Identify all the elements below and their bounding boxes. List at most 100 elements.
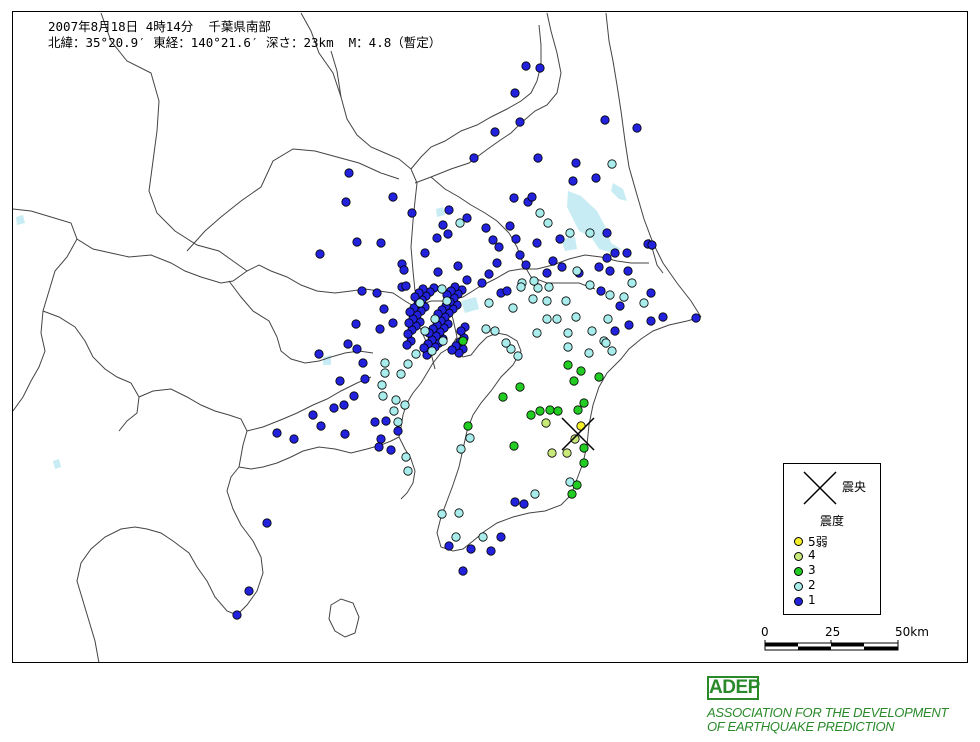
station-intensity-2 bbox=[513, 351, 523, 361]
station-intensity-2 bbox=[415, 298, 425, 308]
station-intensity-1 bbox=[623, 266, 633, 276]
station-intensity-2 bbox=[451, 532, 461, 542]
station-intensity-3 bbox=[498, 392, 508, 402]
station-intensity-2 bbox=[639, 298, 649, 308]
legend: 震央 震度 5弱 4 3 2 1 bbox=[783, 463, 881, 615]
station-intensity-3 bbox=[576, 366, 586, 376]
station-intensity-1 bbox=[404, 318, 414, 328]
station-intensity-1 bbox=[658, 312, 668, 322]
station-intensity-1 bbox=[344, 168, 354, 178]
station-intensity-1 bbox=[444, 541, 454, 551]
station-intensity-1 bbox=[602, 253, 612, 263]
station-intensity-2 bbox=[585, 280, 595, 290]
legend-dot-2 bbox=[794, 582, 803, 591]
epicenter-legend-label: 震央 bbox=[842, 480, 867, 494]
station-intensity-2 bbox=[587, 326, 597, 336]
station-intensity-1 bbox=[542, 268, 552, 278]
station-intensity-1 bbox=[548, 256, 558, 266]
station-intensity-2 bbox=[572, 266, 582, 276]
station-intensity-2 bbox=[427, 346, 437, 356]
station-intensity-1 bbox=[388, 192, 398, 202]
station-intensity-3 bbox=[545, 405, 555, 415]
station-intensity-2 bbox=[533, 283, 543, 293]
legend-dot-4 bbox=[794, 552, 803, 561]
station-intensity-1 bbox=[447, 345, 457, 355]
header-line-1: 2007年8月18日 4時14分 千葉県南部 bbox=[48, 19, 271, 34]
station-intensity-1 bbox=[555, 234, 565, 244]
station-intensity-2 bbox=[516, 282, 526, 292]
station-intensity-1 bbox=[511, 234, 521, 244]
adep-name-line-2: OF EARTHQUAKE PREDICTION bbox=[707, 719, 895, 734]
station-intensity-1 bbox=[341, 197, 351, 207]
station-intensity-2 bbox=[535, 208, 545, 218]
map-canvas bbox=[13, 12, 702, 662]
station-intensity-1 bbox=[315, 249, 325, 259]
station-intensity-1 bbox=[646, 316, 656, 326]
station-intensity-1 bbox=[357, 286, 367, 296]
station-intensity-1 bbox=[420, 248, 430, 258]
station-intensity-3 bbox=[535, 406, 545, 416]
station-intensity-3 bbox=[563, 360, 573, 370]
station-intensity-2 bbox=[455, 218, 465, 228]
station-intensity-1 bbox=[379, 304, 389, 314]
station-intensity-2 bbox=[508, 303, 518, 313]
station-intensity-1 bbox=[469, 153, 479, 163]
legend-dot-1 bbox=[794, 597, 803, 606]
station-intensity-3 bbox=[569, 376, 579, 386]
station-intensity-1 bbox=[610, 326, 620, 336]
station-intensity-1 bbox=[521, 260, 531, 270]
station-intensity-1 bbox=[316, 421, 326, 431]
station-intensity-1 bbox=[314, 349, 324, 359]
station-intensity-1 bbox=[568, 176, 578, 186]
station-intensity-1 bbox=[492, 258, 502, 268]
scale-label-50: 50km bbox=[895, 625, 929, 639]
station-intensity-1 bbox=[510, 497, 520, 507]
station-intensity-1 bbox=[466, 544, 476, 554]
station-intensity-1 bbox=[484, 269, 494, 279]
station-intensity-1 bbox=[375, 324, 385, 334]
intensity-legend-title: 震度 bbox=[820, 514, 845, 528]
station-intensity-1 bbox=[351, 319, 361, 329]
coastlines bbox=[13, 12, 702, 662]
station-intensity-1 bbox=[339, 400, 349, 410]
station-intensity-1 bbox=[502, 286, 512, 296]
station-intensity-1 bbox=[521, 61, 531, 71]
station-intensity-2 bbox=[400, 400, 410, 410]
station-intensity-1 bbox=[433, 267, 443, 277]
station-intensity-2 bbox=[561, 296, 571, 306]
station-intensity-2 bbox=[396, 369, 406, 379]
station-intensity-4 bbox=[570, 434, 580, 444]
station-intensity-1 bbox=[289, 434, 299, 444]
station-intensity-1 bbox=[372, 288, 382, 298]
station-intensity-1 bbox=[399, 265, 409, 275]
station-intensity-1 bbox=[381, 416, 391, 426]
station-intensity-1 bbox=[610, 248, 620, 258]
scale-label-25: 25 bbox=[825, 625, 841, 639]
station-intensity-2 bbox=[571, 312, 581, 322]
station-intensity-3 bbox=[573, 405, 583, 415]
station-intensity-2 bbox=[544, 282, 554, 292]
station-intensity-3 bbox=[572, 480, 582, 490]
station-intensity-2 bbox=[380, 358, 390, 368]
station-layer bbox=[232, 61, 701, 620]
station-intensity-1 bbox=[376, 434, 386, 444]
station-intensity-2 bbox=[380, 368, 390, 378]
station-intensity-1 bbox=[505, 221, 515, 231]
station-intensity-1 bbox=[477, 278, 487, 288]
station-intensity-2 bbox=[378, 391, 388, 401]
station-intensity-2 bbox=[454, 508, 464, 518]
station-intensity-1 bbox=[232, 610, 242, 620]
station-intensity-3 bbox=[553, 406, 563, 416]
station-intensity-1 bbox=[401, 281, 411, 291]
station-intensity-2 bbox=[585, 228, 595, 238]
station-intensity-1 bbox=[352, 344, 362, 354]
station-intensity-1 bbox=[308, 410, 318, 420]
station-intensity-2 bbox=[411, 349, 421, 359]
station-intensity-2 bbox=[442, 296, 452, 306]
legend-label-2: 2 bbox=[808, 578, 816, 592]
station-intensity-3 bbox=[509, 441, 519, 451]
station-intensity-1 bbox=[370, 417, 380, 427]
station-intensity-1 bbox=[244, 586, 254, 596]
epicenter-legend-icon bbox=[803, 471, 837, 505]
adep-logo-mark: ADEP bbox=[707, 676, 760, 700]
